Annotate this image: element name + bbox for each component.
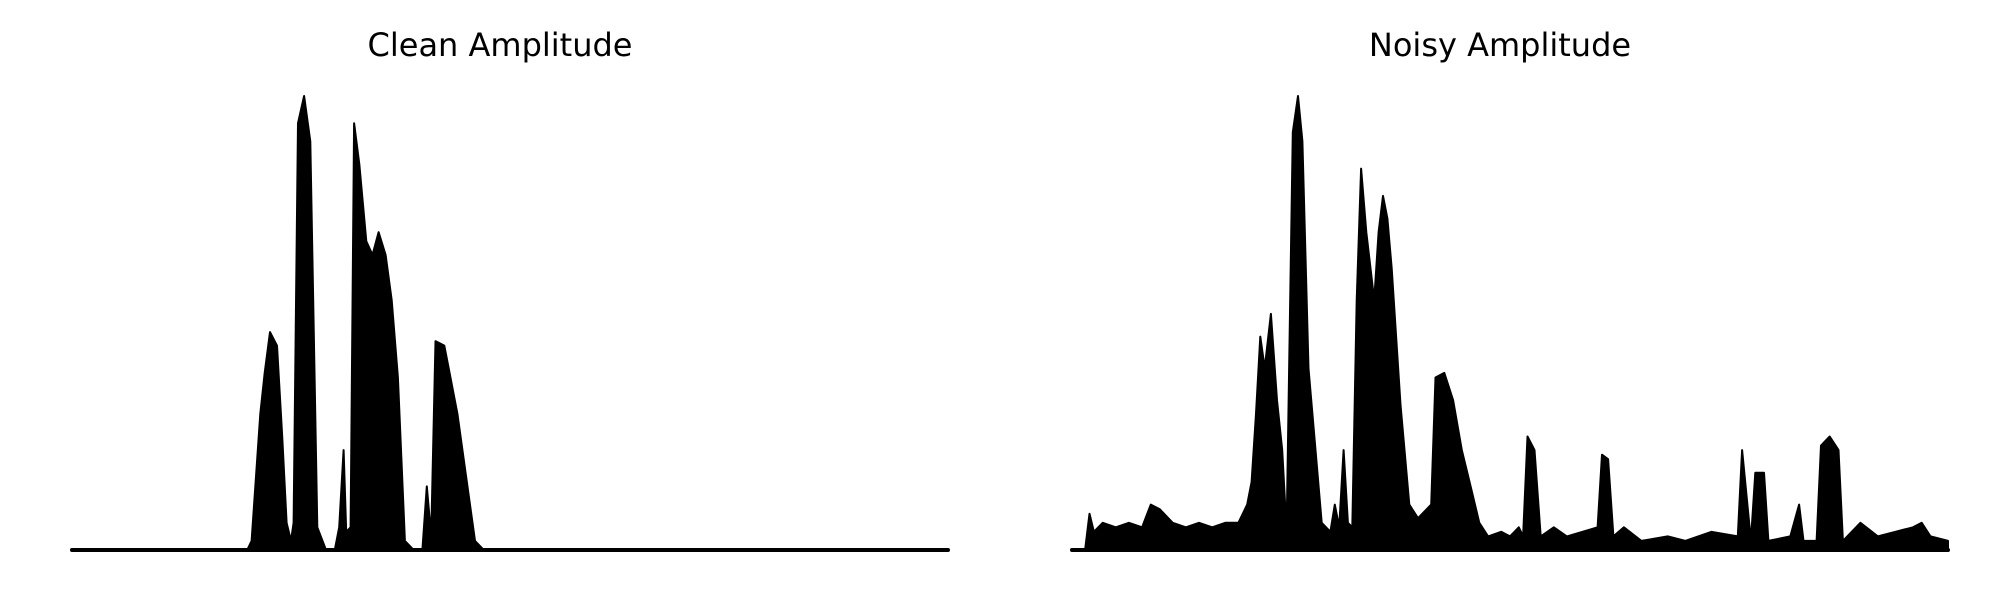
noisy-amplitude-title: Noisy Amplitude — [1368, 26, 1632, 64]
noisy-amplitude-plot — [1070, 95, 1950, 552]
clean-amplitude-signal-envelope — [71, 95, 949, 551]
clean-amplitude-plot — [70, 95, 950, 552]
noisy-amplitude-panel: Noisy Amplitude — [1000, 0, 2000, 600]
clean-amplitude-title: Clean Amplitude — [367, 26, 633, 64]
noisy-amplitude-signal-envelope — [1071, 95, 1949, 551]
clean-amplitude-panel: Clean Amplitude — [70, 26, 950, 552]
